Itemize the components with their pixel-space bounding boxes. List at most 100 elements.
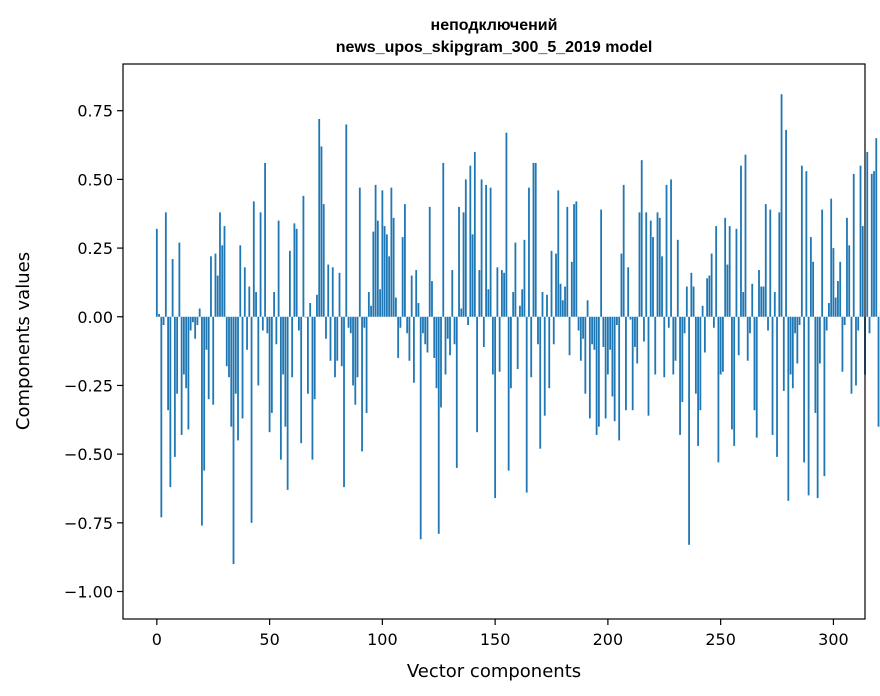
bar <box>688 316 690 545</box>
bar <box>453 316 456 345</box>
bar <box>180 316 183 435</box>
bar <box>352 316 354 386</box>
bar <box>345 124 348 317</box>
bar <box>496 267 499 317</box>
bar <box>744 154 747 317</box>
bar <box>182 316 185 375</box>
bar <box>620 253 623 317</box>
bar <box>600 209 603 317</box>
bar <box>298 316 300 331</box>
bar <box>248 286 251 317</box>
bar <box>834 297 837 317</box>
bar <box>464 179 467 317</box>
bar <box>656 212 659 317</box>
bar <box>717 316 720 463</box>
bar <box>780 94 783 317</box>
bar <box>354 316 357 405</box>
bar <box>487 289 490 317</box>
bar <box>512 292 515 317</box>
bar <box>385 234 388 317</box>
bar <box>212 316 215 405</box>
bar <box>404 204 406 317</box>
bar <box>282 316 285 375</box>
bar <box>338 272 341 317</box>
bar <box>201 316 203 526</box>
bar <box>818 316 821 364</box>
bar <box>194 316 197 339</box>
bar <box>762 286 765 317</box>
bar <box>550 250 553 317</box>
bar <box>521 289 524 317</box>
x-tick-label: 0 <box>152 630 162 649</box>
bar <box>724 217 727 317</box>
bar <box>685 286 688 317</box>
bar <box>252 201 255 317</box>
bar <box>363 316 366 328</box>
bar <box>397 316 400 358</box>
bar <box>805 171 808 317</box>
bar <box>257 316 260 386</box>
bar <box>575 201 578 317</box>
bar <box>320 146 323 317</box>
bar <box>361 316 363 452</box>
bar <box>537 316 539 345</box>
bar <box>164 212 167 317</box>
bar <box>712 316 715 328</box>
bar <box>773 292 776 317</box>
bar <box>519 305 521 317</box>
bar <box>735 228 738 317</box>
bar <box>482 316 485 347</box>
bar <box>764 204 767 317</box>
bar <box>832 248 835 317</box>
bar <box>417 303 420 317</box>
bar <box>839 261 842 317</box>
bar <box>334 316 336 378</box>
bar <box>606 316 609 375</box>
bar <box>627 267 630 317</box>
bar <box>568 316 571 356</box>
bar <box>749 316 751 334</box>
bar <box>223 226 226 317</box>
bar <box>451 270 454 317</box>
bar <box>284 316 287 427</box>
bar <box>703 316 706 353</box>
bar <box>261 316 264 331</box>
bar <box>424 316 427 345</box>
bar <box>379 289 381 317</box>
bar <box>311 316 314 460</box>
bar <box>649 220 652 317</box>
bar <box>557 190 560 317</box>
bar <box>532 162 535 317</box>
bar <box>588 316 591 419</box>
bar <box>255 292 257 317</box>
bar <box>494 316 497 499</box>
bar <box>539 316 542 449</box>
bar <box>225 316 228 367</box>
bar <box>316 294 318 317</box>
bar <box>852 173 855 317</box>
bar <box>753 316 756 411</box>
bar <box>322 204 325 317</box>
bar <box>489 187 492 317</box>
bar <box>701 305 704 317</box>
bar <box>843 316 846 326</box>
bar <box>192 316 194 323</box>
bar <box>776 316 778 457</box>
bar <box>546 294 548 317</box>
bar <box>250 316 253 523</box>
bar <box>825 316 828 331</box>
bar <box>471 234 474 317</box>
bar <box>528 187 530 317</box>
bar <box>160 316 163 518</box>
bar <box>237 316 239 441</box>
bar <box>185 316 188 389</box>
bar <box>573 204 575 317</box>
bar <box>449 316 451 356</box>
chart-subtitle: news_upos_skipgram_300_5_2019 model <box>336 39 653 56</box>
bar <box>857 316 860 331</box>
bar <box>640 160 643 317</box>
bar <box>658 217 661 317</box>
bar <box>444 316 447 375</box>
bar <box>331 267 334 317</box>
bar <box>692 286 695 317</box>
